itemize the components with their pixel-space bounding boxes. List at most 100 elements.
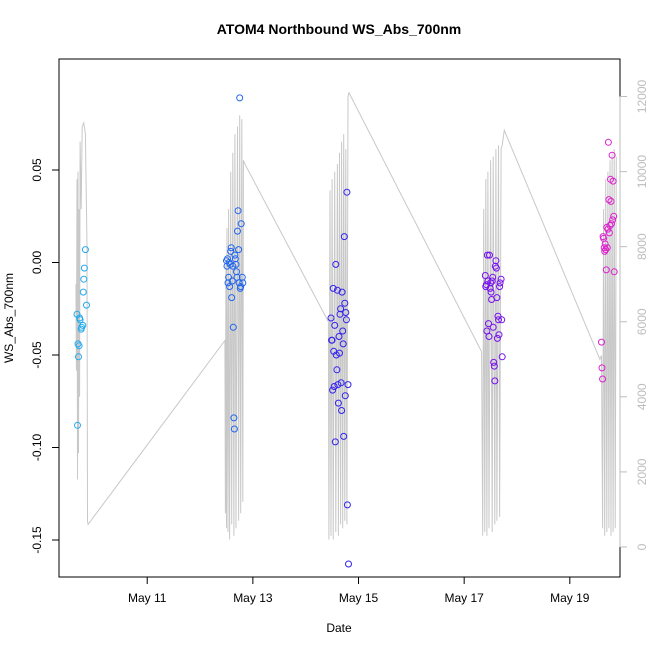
data-point bbox=[610, 212, 618, 220]
data-point bbox=[334, 399, 342, 407]
data-point bbox=[329, 386, 337, 394]
y2-tick-label: 6000 bbox=[635, 308, 649, 335]
data-point bbox=[492, 257, 500, 265]
data-point bbox=[607, 197, 615, 205]
data-point bbox=[338, 288, 346, 296]
data-point bbox=[483, 251, 491, 259]
data-point bbox=[79, 288, 87, 296]
x-tick-label: May 11 bbox=[128, 591, 167, 605]
x-tick-label: May 19 bbox=[550, 591, 590, 605]
data-point bbox=[610, 268, 618, 276]
data-point bbox=[606, 222, 614, 229]
data-point bbox=[228, 277, 236, 285]
data-point bbox=[598, 364, 606, 372]
data-point bbox=[227, 247, 235, 255]
data-point bbox=[76, 316, 84, 324]
data-point bbox=[599, 375, 607, 383]
data-point bbox=[333, 366, 341, 374]
secondary-line-layer bbox=[75, 91, 617, 540]
data-point bbox=[335, 333, 343, 340]
data-point bbox=[492, 264, 500, 272]
data-point bbox=[604, 225, 612, 233]
data-point bbox=[604, 138, 612, 146]
data-point bbox=[609, 216, 617, 224]
data-point bbox=[331, 438, 339, 446]
data-point bbox=[327, 314, 335, 322]
data-point bbox=[340, 432, 348, 440]
data-point bbox=[226, 283, 234, 291]
data-point bbox=[331, 321, 339, 329]
data-point bbox=[485, 320, 492, 328]
data-point bbox=[608, 220, 615, 228]
data-point bbox=[224, 255, 231, 263]
data-point bbox=[80, 275, 88, 283]
data-point bbox=[336, 349, 343, 357]
data-point bbox=[609, 177, 617, 185]
y-tick-label: 0.05 bbox=[30, 158, 44, 182]
data-point bbox=[605, 196, 613, 204]
data-point bbox=[83, 301, 90, 309]
data-point bbox=[228, 294, 236, 302]
data-point bbox=[342, 316, 350, 324]
x-tick-label: May 13 bbox=[233, 591, 273, 605]
data-point bbox=[496, 279, 504, 287]
data-point bbox=[494, 312, 502, 320]
data-point bbox=[225, 273, 233, 281]
data-point bbox=[237, 283, 245, 291]
data-point bbox=[486, 251, 493, 259]
data-point bbox=[496, 283, 504, 291]
y-tick-label: -0.05 bbox=[30, 341, 44, 369]
y-axis-left: -0.15 -0.10 -0.05 0.00 0.05 bbox=[30, 158, 60, 554]
y2-tick-label: 12000 bbox=[635, 79, 649, 113]
y2-tick-label: 2000 bbox=[635, 458, 649, 485]
data-point bbox=[227, 244, 235, 252]
data-point bbox=[489, 323, 497, 331]
data-point bbox=[495, 316, 502, 324]
x-tick-label: May 15 bbox=[339, 591, 379, 605]
data-point bbox=[600, 244, 608, 252]
x-axis: May 11 May 13 May 15 May 17 May 19 bbox=[128, 576, 590, 605]
data-point bbox=[598, 338, 605, 346]
data-point bbox=[602, 246, 610, 254]
y2-tick-label: 4000 bbox=[635, 383, 649, 410]
data-point bbox=[495, 331, 503, 339]
data-point bbox=[337, 305, 345, 313]
x-axis-label: Date bbox=[326, 621, 352, 635]
data-point bbox=[343, 501, 351, 509]
data-point bbox=[230, 414, 238, 422]
data-point bbox=[330, 383, 338, 390]
data-point bbox=[605, 229, 613, 237]
data-point bbox=[487, 288, 495, 296]
data-point bbox=[329, 284, 337, 292]
data-point bbox=[490, 362, 498, 370]
data-point bbox=[498, 353, 506, 361]
data-point bbox=[341, 392, 349, 400]
data-point bbox=[340, 233, 348, 241]
data-point bbox=[602, 266, 610, 274]
data-point bbox=[491, 377, 499, 385]
data-point bbox=[74, 421, 81, 429]
data-point bbox=[239, 279, 247, 287]
data-point bbox=[345, 560, 352, 568]
data-point bbox=[79, 321, 87, 329]
data-point bbox=[232, 260, 240, 268]
data-point bbox=[230, 425, 238, 433]
data-point bbox=[339, 340, 347, 348]
data-point bbox=[234, 207, 242, 215]
data-point bbox=[489, 273, 497, 281]
data-point bbox=[493, 294, 501, 302]
secondary-series-line bbox=[75, 91, 617, 540]
data-point bbox=[235, 246, 243, 254]
y-tick-label: -0.10 bbox=[30, 434, 44, 462]
y2-tick-label: 8000 bbox=[635, 233, 649, 260]
chart-title: ATOM4 Northbound WS_Abs_700nm bbox=[217, 21, 462, 37]
data-point bbox=[485, 333, 493, 340]
data-point bbox=[81, 246, 89, 254]
y2-tick-label: 10000 bbox=[635, 155, 649, 189]
y-axis-label: WS_Abs_700nm bbox=[2, 273, 16, 363]
data-point bbox=[344, 381, 352, 389]
data-point bbox=[497, 275, 505, 283]
data-point bbox=[337, 379, 345, 387]
y-tick-label: -0.15 bbox=[30, 526, 44, 554]
